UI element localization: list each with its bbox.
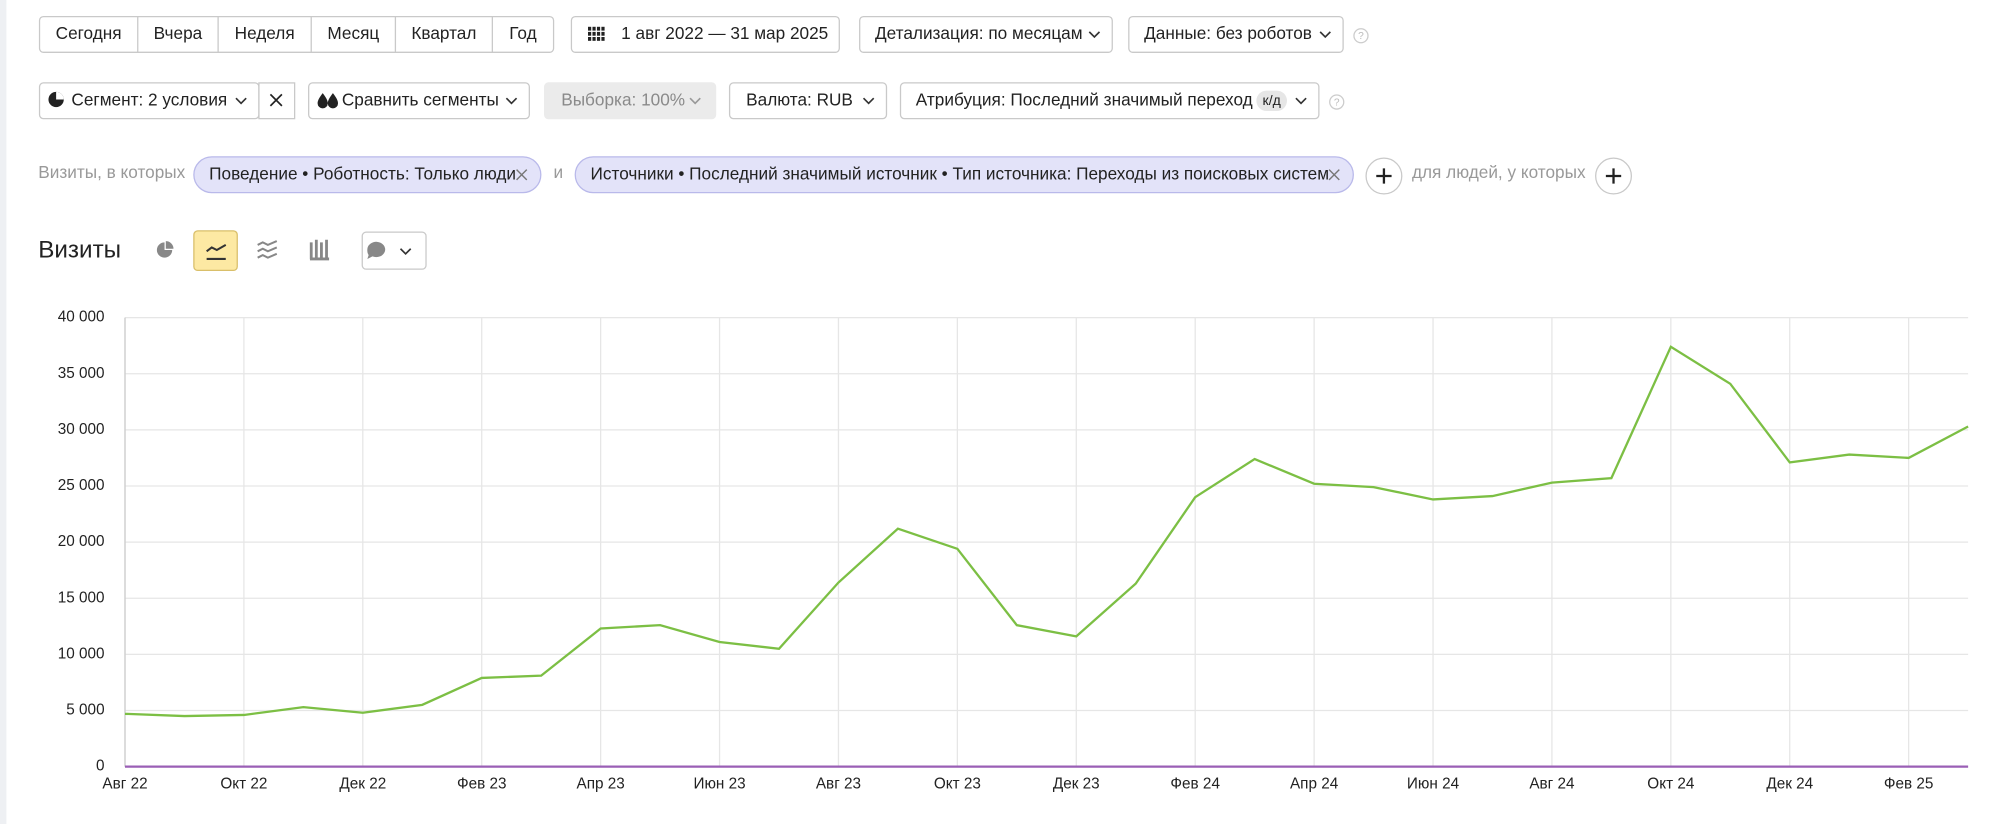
dropdown-button[interactable] [544,82,717,120]
period-label: Неделя [235,23,295,43]
x-tick-label: Июн 23 [693,775,745,792]
y-tick-label: 0 [96,758,105,775]
x-tick-label: Окт 22 [220,775,267,792]
chevron [1319,31,1331,39]
help-icon[interactable] [1329,94,1345,110]
help-mark: ? [1358,31,1364,42]
compare-icon [317,93,339,109]
help-icon[interactable] [1353,28,1369,44]
period-group [38,15,555,53]
period-label: Квартал [411,23,476,43]
x-tick-label: Фев 24 [1170,775,1220,792]
clear-icon [269,93,283,107]
dropdown-button[interactable] [728,82,888,120]
y-tick-label: 5 000 [66,702,104,719]
badge-label: к/д [1263,92,1281,108]
x-tick-label: Фев 23 [457,775,507,792]
annotation-dropdown[interactable] [361,231,427,270]
x-tick-label: Окт 24 [1647,775,1695,792]
filter-chip[interactable] [193,156,542,194]
calendar-dot [596,31,601,36]
y-tick-label: 35 000 [58,365,105,382]
dropdown-button[interactable] [899,82,1320,120]
calendar-dot [592,26,596,31]
button-label: Сегмент: 2 условия [71,89,227,109]
button-label: 1 авг 2022 — 31 мар 2025 [621,23,828,43]
chevron [862,97,875,105]
calendar-dot [588,37,592,41]
dropdown-button[interactable] [859,15,1113,53]
button-label: Валюта: RUB [746,89,853,109]
y-tick-label: 15 000 [58,589,105,606]
line-type-selected[interactable] [193,230,238,272]
chevron [399,248,412,256]
x-tick-label: Фев 25 [1884,775,1934,792]
chip-remove [516,169,528,181]
chip-label: Поведение • Роботность: Только люди [209,163,516,183]
x-tick-label: Авг 22 [102,775,147,792]
help-mark: ? [1334,97,1340,108]
dropdown-button[interactable] [308,82,530,120]
calendar-dot [601,26,605,31]
period-label: Вчера [154,23,203,43]
calendar-dot [596,37,601,41]
calendar-dot [592,31,596,36]
chevron [1088,31,1101,39]
calendar-dot [588,31,592,36]
x-tick-label: Дек 22 [339,775,386,792]
dropdown-button[interactable] [1128,15,1344,53]
area-type[interactable] [257,240,278,259]
x-tick-label: Апр 23 [577,775,625,792]
calendar-dot [601,37,605,41]
y-tick-label: 40 000 [58,309,105,326]
series-line [124,345,1969,718]
side-strip [0,0,7,824]
chevron [1295,97,1307,105]
report-title: Визиты [38,237,121,264]
x-tick-label: Окт 23 [934,775,981,792]
button-label: Данные: без роботов [1144,23,1312,43]
button-label: Атрибуция: Последний значимый переход [916,89,1253,109]
x-tick-label: Апр 24 [1290,775,1339,792]
filter-chip[interactable] [574,156,1354,194]
bar-type[interactable] [309,239,330,261]
joiner: и [554,162,564,182]
x-tick-label: Дек 24 [1766,775,1813,792]
button-label: Выборка: 100% [561,89,685,109]
chip-label: Источники • Последний значимый источник … [591,163,1329,183]
calendar-dot [601,31,605,36]
calendar-dot [596,26,601,31]
line-type-icon [206,244,227,260]
chevron [505,97,518,105]
pie-type[interactable] [156,241,174,258]
comment-icon [367,241,386,259]
chevron [689,97,701,105]
segment-cut [56,91,64,100]
x-tick-label: Дек 23 [1053,775,1100,792]
chip-remove [1328,169,1340,181]
filter-prefix: Визиты, в которых [38,162,185,182]
period-label: Год [509,23,536,43]
y-tick-label: 10 000 [58,645,105,662]
calendar-dot [588,26,592,31]
chevron [235,97,247,105]
people-label: для людей, у которых [1412,162,1586,182]
calendar-dot [592,37,596,41]
button-label: Детализация: по месяцам [875,23,1083,43]
dropdown-button[interactable] [570,15,840,53]
x-tick-label: Июн 24 [1407,775,1460,792]
button-label: Сравнить сегменты [342,89,499,109]
x-tick-label: Авг 23 [816,775,861,792]
y-tick-label: 25 000 [58,477,105,494]
plus-icon [1376,168,1392,184]
y-tick-label: 30 000 [58,421,105,438]
period-label: Сегодня [56,23,122,43]
plus-icon [1605,168,1622,184]
y-tick-label: 20 000 [58,533,105,550]
badge [1256,90,1287,111]
x-tick-label: Авг 24 [1529,775,1575,792]
period-label: Месяц [327,23,379,43]
